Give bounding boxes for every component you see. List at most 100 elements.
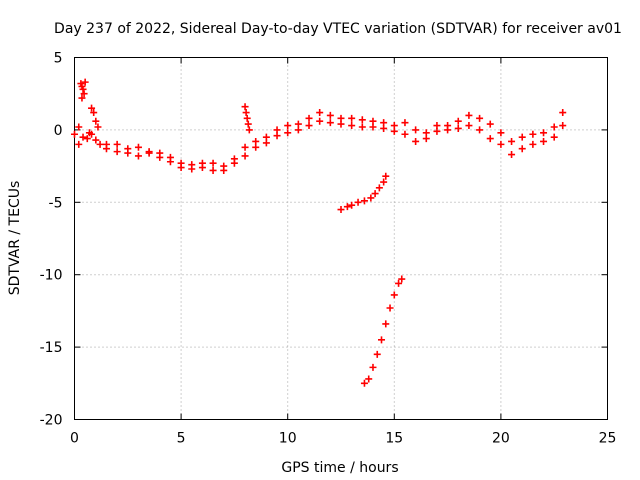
data-point xyxy=(80,90,88,98)
data-point xyxy=(518,133,526,141)
data-point xyxy=(540,129,548,137)
data-point xyxy=(433,127,441,135)
data-point xyxy=(382,172,390,180)
data-point xyxy=(166,158,174,166)
y-tick-label: 0 xyxy=(54,123,63,139)
data-point xyxy=(113,148,121,156)
data-point xyxy=(401,119,409,127)
plot-frame xyxy=(74,57,608,420)
data-point xyxy=(273,132,281,140)
data-point xyxy=(305,114,313,122)
data-point xyxy=(378,336,386,344)
data-point xyxy=(243,114,251,122)
data-point xyxy=(380,178,388,186)
x-tick-label: 15 xyxy=(385,431,403,447)
data-point xyxy=(348,201,356,209)
data-point xyxy=(188,165,196,173)
data-point xyxy=(75,123,83,131)
series-branch-hour-13-14 xyxy=(337,172,390,214)
data-point xyxy=(358,116,366,124)
y-tick-label: -20 xyxy=(40,413,63,429)
data-point xyxy=(454,117,462,125)
series-early-spike xyxy=(75,78,102,148)
data-point xyxy=(497,129,505,137)
data-point xyxy=(262,139,270,147)
data-point xyxy=(369,363,377,371)
data-point xyxy=(316,109,324,117)
chart-title: Day 237 of 2022, Sidereal Day-to-day VTE… xyxy=(54,21,622,37)
data-point xyxy=(124,149,132,157)
data-point xyxy=(348,122,356,130)
y-tick-label: -10 xyxy=(40,268,63,284)
data-point xyxy=(88,104,96,112)
data-point xyxy=(373,350,381,358)
data-point xyxy=(386,304,394,312)
data-point xyxy=(92,136,100,144)
data-point xyxy=(94,123,102,131)
x-tick-label: 25 xyxy=(599,431,617,447)
data-point xyxy=(365,375,373,383)
data-point xyxy=(380,124,388,132)
data-point xyxy=(242,109,250,117)
x-axis-label: GPS time / hours xyxy=(281,460,398,476)
data-point xyxy=(518,145,526,153)
data-point xyxy=(79,85,87,93)
series-spike-hour-8 xyxy=(241,103,253,134)
data-point xyxy=(78,94,86,102)
data-point xyxy=(390,127,398,135)
data-point xyxy=(529,130,537,138)
data-point xyxy=(476,114,484,122)
data-point xyxy=(375,184,383,192)
data-point xyxy=(540,137,548,145)
data-point xyxy=(412,126,420,134)
y-tick-labels: 5 0 -5 -10 -15 -20 xyxy=(40,51,63,429)
data-point xyxy=(102,145,110,153)
data-point xyxy=(348,114,356,122)
data-point xyxy=(395,279,403,287)
data-point xyxy=(326,119,334,127)
data-point xyxy=(241,152,249,160)
data-point xyxy=(156,153,164,161)
data-point xyxy=(71,130,78,138)
data-point xyxy=(559,109,567,117)
data-point xyxy=(369,123,377,131)
data-point xyxy=(220,166,228,174)
data-point xyxy=(90,109,98,117)
data-point xyxy=(337,120,345,128)
data-point xyxy=(401,130,409,138)
data-point xyxy=(252,143,260,151)
data-point xyxy=(360,379,368,387)
data-point xyxy=(497,140,505,148)
data-points xyxy=(71,78,567,387)
data-point xyxy=(209,159,217,167)
data-point xyxy=(134,143,142,151)
data-point xyxy=(486,120,494,128)
data-point xyxy=(529,140,537,148)
data-point xyxy=(79,133,87,141)
data-point xyxy=(230,159,238,167)
x-tick-labels: 0 5 10 15 20 25 xyxy=(70,431,616,447)
x-tick-label: 10 xyxy=(279,431,297,447)
data-point xyxy=(398,275,406,283)
data-point xyxy=(358,123,366,131)
data-point xyxy=(390,291,398,299)
grid xyxy=(74,57,608,420)
data-point xyxy=(382,320,390,328)
data-point xyxy=(454,124,462,132)
data-point xyxy=(354,198,362,206)
data-point xyxy=(134,152,142,160)
data-point xyxy=(444,126,452,134)
data-point xyxy=(241,143,249,151)
data-point xyxy=(96,140,104,148)
data-point xyxy=(177,164,185,172)
data-point xyxy=(337,206,345,214)
data-point xyxy=(508,151,516,159)
series-branch-hour-14-15 xyxy=(360,275,406,387)
x-tick-label: 20 xyxy=(492,431,510,447)
data-point xyxy=(113,140,121,148)
data-point xyxy=(465,122,473,130)
data-point xyxy=(465,111,473,119)
data-point xyxy=(371,190,379,198)
data-point xyxy=(367,194,375,202)
data-point xyxy=(326,111,334,119)
